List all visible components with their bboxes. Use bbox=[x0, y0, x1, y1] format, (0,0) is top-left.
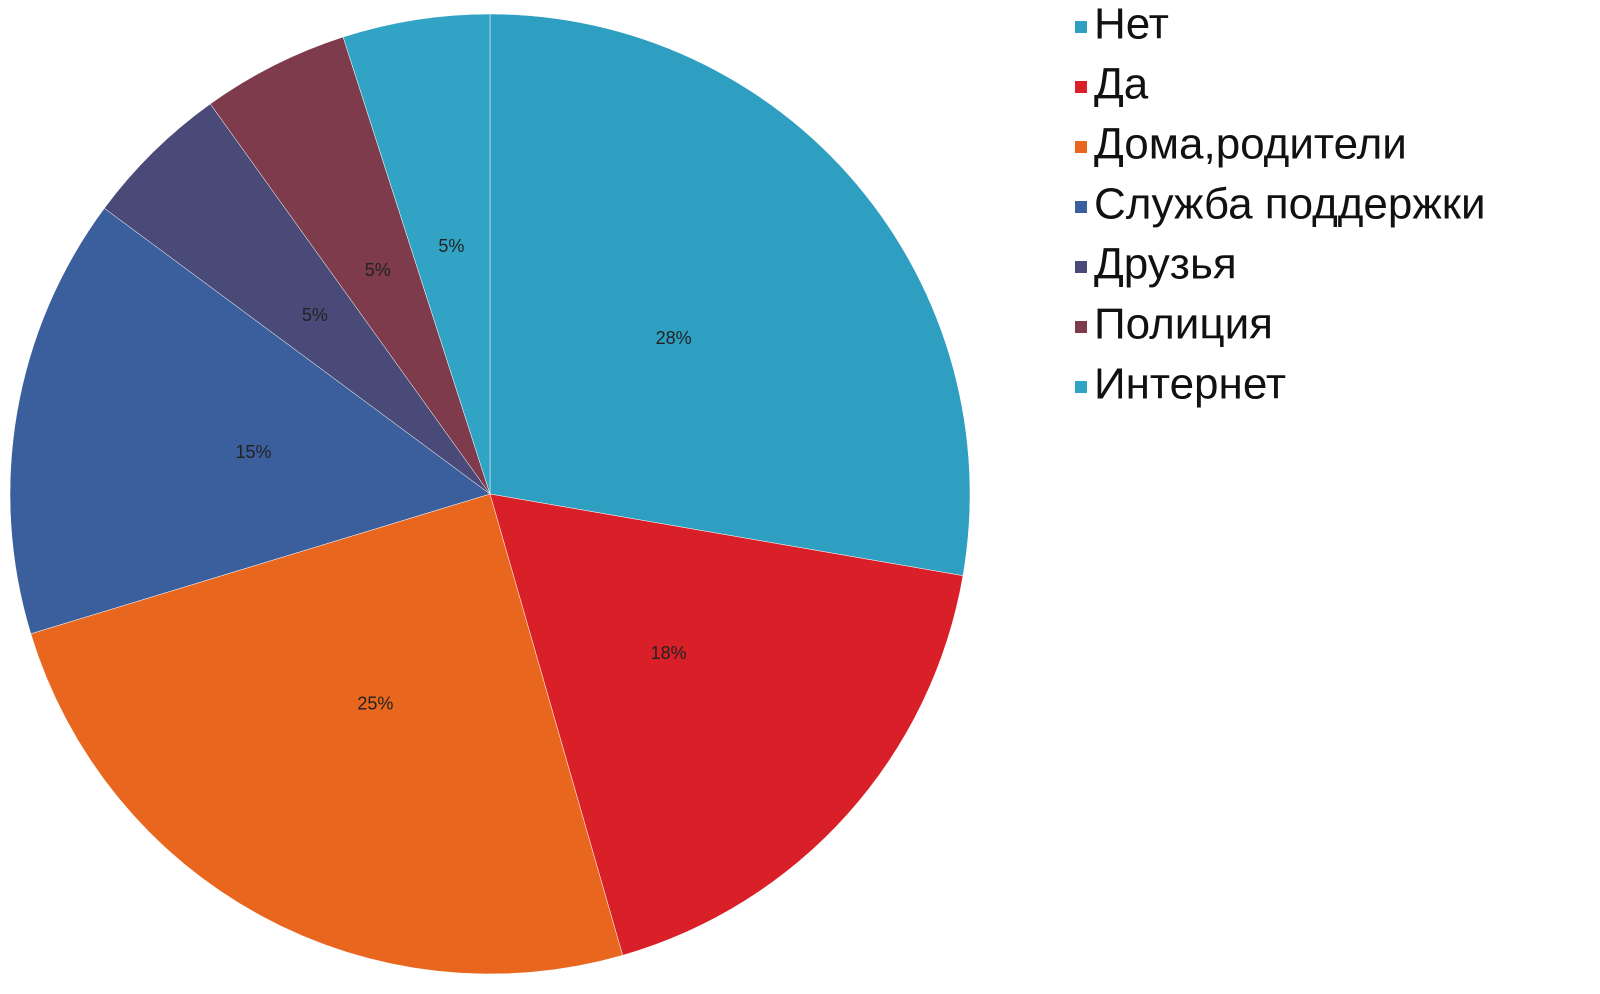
value-label: 5% bbox=[365, 260, 391, 280]
value-label: 25% bbox=[357, 694, 393, 714]
legend-swatch bbox=[1075, 261, 1087, 273]
legend-label: Интернет bbox=[1094, 360, 1286, 409]
pie-slice bbox=[103, 103, 491, 495]
pie-slice bbox=[489, 493, 964, 956]
pie-slice bbox=[30, 493, 623, 975]
legend-label: Служба поддержки bbox=[1094, 180, 1486, 229]
legend-swatch bbox=[1075, 381, 1087, 393]
pie-slice bbox=[489, 13, 971, 577]
value-label: 15% bbox=[235, 442, 271, 462]
pie-slice bbox=[209, 36, 491, 495]
pie-slice bbox=[342, 13, 491, 495]
legend-swatch bbox=[1075, 21, 1087, 33]
legend-swatch bbox=[1075, 321, 1087, 333]
legend-label: Дома,родители bbox=[1094, 120, 1407, 169]
legend-label: Полиция bbox=[1094, 300, 1273, 349]
value-label: 5% bbox=[302, 305, 328, 325]
legend-swatch bbox=[1075, 201, 1087, 213]
legend-label: Друзья bbox=[1094, 240, 1237, 289]
legend-swatch bbox=[1075, 81, 1087, 93]
legend-label: Да bbox=[1094, 60, 1149, 109]
value-label: 28% bbox=[656, 328, 692, 348]
legend-swatch bbox=[1075, 141, 1087, 153]
value-label: 5% bbox=[438, 236, 464, 256]
value-label: 18% bbox=[651, 643, 687, 663]
legend-label: Нет bbox=[1094, 0, 1169, 49]
pie-slice bbox=[9, 207, 491, 635]
